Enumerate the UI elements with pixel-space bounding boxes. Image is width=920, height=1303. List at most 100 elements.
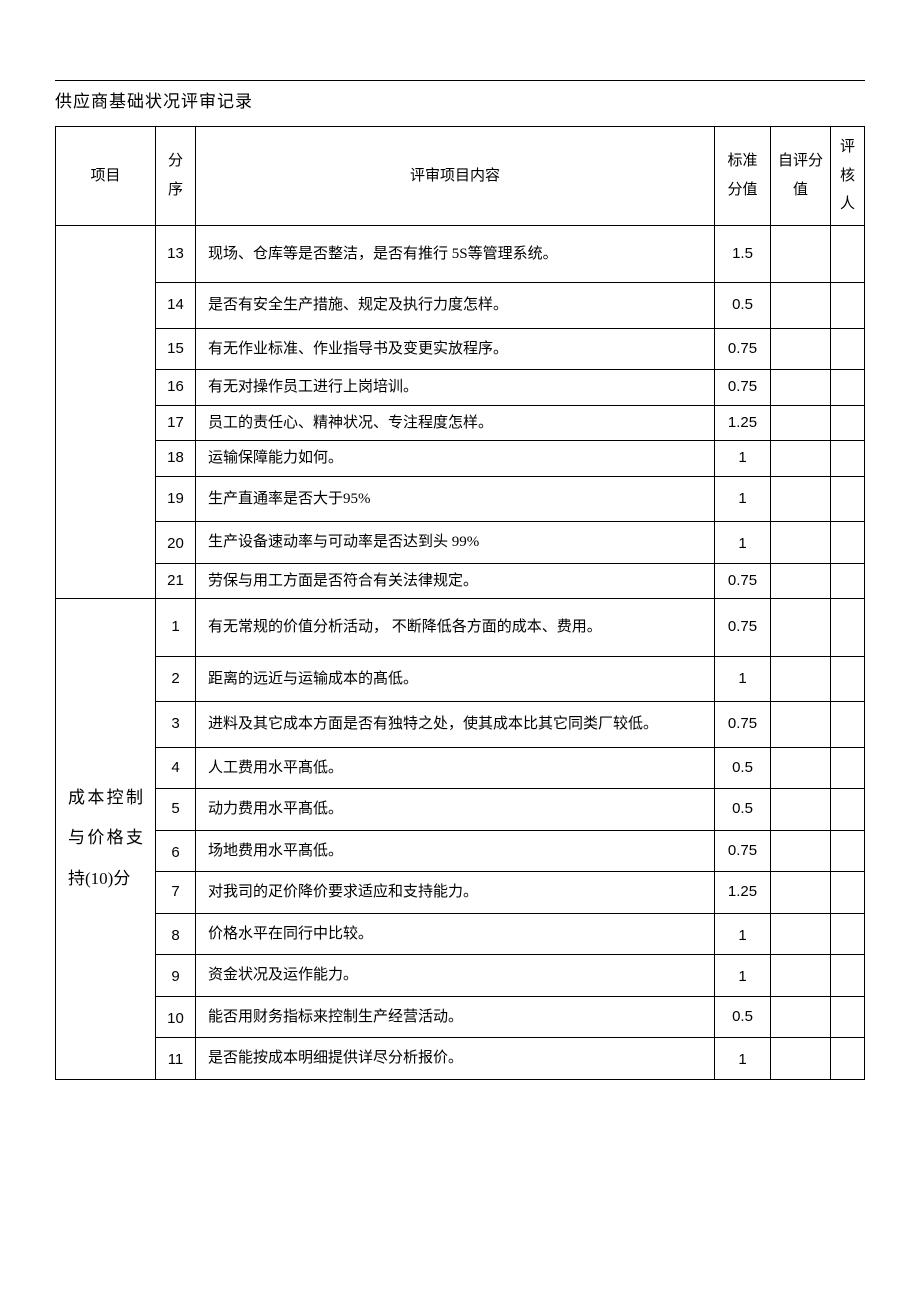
cell-content: 人工费用水平髙低。 bbox=[196, 747, 715, 789]
cell-content: 价格水平在同行中比较。 bbox=[196, 913, 715, 955]
page-title: 供应商基础状况评审记录 bbox=[55, 80, 865, 112]
cell-score: 0.75 bbox=[715, 599, 771, 657]
cell-self bbox=[771, 1038, 831, 1080]
table-row: 9 资金状况及运作能力。 1 bbox=[56, 955, 865, 997]
cell-seq: 13 bbox=[156, 225, 196, 283]
table-row: 18 运输保障能力如何。 1 bbox=[56, 441, 865, 477]
cell-seq: 20 bbox=[156, 522, 196, 564]
cell-self bbox=[771, 702, 831, 748]
cell-self bbox=[771, 405, 831, 441]
cell-reviewer bbox=[831, 656, 865, 702]
header-score: 标准分值 bbox=[715, 127, 771, 226]
header-project: 项目 bbox=[56, 127, 156, 226]
cell-score: 1.5 bbox=[715, 225, 771, 283]
cell-seq: 9 bbox=[156, 955, 196, 997]
cell-self bbox=[771, 441, 831, 477]
cell-score: 0.75 bbox=[715, 563, 771, 599]
table-row: 19 生产直通率是否大于95% 1 bbox=[56, 476, 865, 522]
cell-score: 0.75 bbox=[715, 370, 771, 406]
cell-score: 0.75 bbox=[715, 702, 771, 748]
cell-reviewer bbox=[831, 283, 865, 329]
cell-self bbox=[771, 913, 831, 955]
cell-content: 资金状况及运作能力。 bbox=[196, 955, 715, 997]
cell-self bbox=[771, 955, 831, 997]
table-row: 21 劳保与用工方面是否符合有关法律规定。 0.75 bbox=[56, 563, 865, 599]
cell-seq: 2 bbox=[156, 656, 196, 702]
cell-self bbox=[771, 830, 831, 872]
cell-content: 有无对操作员工进行上岗培训。 bbox=[196, 370, 715, 406]
cell-self bbox=[771, 476, 831, 522]
cell-reviewer bbox=[831, 955, 865, 997]
cell-reviewer bbox=[831, 913, 865, 955]
cell-self bbox=[771, 789, 831, 831]
cell-score: 1 bbox=[715, 441, 771, 477]
cell-content: 距离的远近与运输成本的髙低。 bbox=[196, 656, 715, 702]
cell-content: 生产设备速动率与可动率是否达到头 99% bbox=[196, 522, 715, 564]
cell-self bbox=[771, 872, 831, 914]
cell-seq: 15 bbox=[156, 328, 196, 370]
cell-reviewer bbox=[831, 563, 865, 599]
cell-content: 劳保与用工方面是否符合有关法律规定。 bbox=[196, 563, 715, 599]
cell-seq: 11 bbox=[156, 1038, 196, 1080]
cell-score: 0.5 bbox=[715, 996, 771, 1038]
table-row: 13 现场、仓库等是否整洁，是否有推行 5S等管理系统。 1.5 bbox=[56, 225, 865, 283]
table-row: 17 员工的责任心、精神状况、专注程度怎样。 1.25 bbox=[56, 405, 865, 441]
cell-seq: 7 bbox=[156, 872, 196, 914]
cell-self bbox=[771, 522, 831, 564]
cell-score: 1.25 bbox=[715, 872, 771, 914]
cell-seq: 6 bbox=[156, 830, 196, 872]
cell-content: 进料及其它成本方面是否有独特之处，使其成本比其它同类厂较低。 bbox=[196, 702, 715, 748]
cell-content: 动力费用水平髙低。 bbox=[196, 789, 715, 831]
header-self: 自评分值 bbox=[771, 127, 831, 226]
cell-score: 1 bbox=[715, 913, 771, 955]
cell-seq: 16 bbox=[156, 370, 196, 406]
table-row: 7 对我司的疋价降价要求适应和支持能力。 1.25 bbox=[56, 872, 865, 914]
cell-score: 0.5 bbox=[715, 789, 771, 831]
cell-self bbox=[771, 328, 831, 370]
table-row: 20 生产设备速动率与可动率是否达到头 99% 1 bbox=[56, 522, 865, 564]
cell-seq: 21 bbox=[156, 563, 196, 599]
table-row: 10 能否用财务指标来控制生产经营活动。 0.5 bbox=[56, 996, 865, 1038]
table-row: 8 价格水平在同行中比较。 1 bbox=[56, 913, 865, 955]
cell-seq: 10 bbox=[156, 996, 196, 1038]
cell-self bbox=[771, 599, 831, 657]
table-row: 4 人工费用水平髙低。 0.5 bbox=[56, 747, 865, 789]
header-row: 项目 分序 评审项目内容 标准分值 自评分值 评核人 bbox=[56, 127, 865, 226]
cell-reviewer bbox=[831, 1038, 865, 1080]
cell-seq: 14 bbox=[156, 283, 196, 329]
cell-seq: 5 bbox=[156, 789, 196, 831]
cell-score: 1 bbox=[715, 955, 771, 997]
cell-self bbox=[771, 225, 831, 283]
evaluation-table: 项目 分序 评审项目内容 标准分值 自评分值 评核人 13 现场、仓库等是否整洁… bbox=[55, 126, 865, 1080]
cell-self bbox=[771, 656, 831, 702]
table-row: 11 是否能按成本明细提供详尽分析报价。 1 bbox=[56, 1038, 865, 1080]
cell-content: 有无作业标准、作业指导书及变更实放程序。 bbox=[196, 328, 715, 370]
table-row: 3 进料及其它成本方面是否有独特之处，使其成本比其它同类厂较低。 0.75 bbox=[56, 702, 865, 748]
table-row: 2 距离的远近与运输成本的髙低。 1 bbox=[56, 656, 865, 702]
cell-seq: 17 bbox=[156, 405, 196, 441]
cell-content: 是否能按成本明细提供详尽分析报价。 bbox=[196, 1038, 715, 1080]
cell-self bbox=[771, 283, 831, 329]
cell-reviewer bbox=[831, 702, 865, 748]
cell-reviewer bbox=[831, 599, 865, 657]
cell-seq: 19 bbox=[156, 476, 196, 522]
cell-content: 员工的责任心、精神状况、专注程度怎样。 bbox=[196, 405, 715, 441]
cell-content: 对我司的疋价降价要求适应和支持能力。 bbox=[196, 872, 715, 914]
cell-score: 1.25 bbox=[715, 405, 771, 441]
cell-content: 运输保障能力如何。 bbox=[196, 441, 715, 477]
cell-self bbox=[771, 370, 831, 406]
header-reviewer: 评核人 bbox=[831, 127, 865, 226]
cell-seq: 18 bbox=[156, 441, 196, 477]
cell-reviewer bbox=[831, 476, 865, 522]
cell-self bbox=[771, 747, 831, 789]
header-content: 评审项目内容 bbox=[196, 127, 715, 226]
section1-project bbox=[56, 225, 156, 599]
header-seq: 分序 bbox=[156, 127, 196, 226]
cell-seq: 1 bbox=[156, 599, 196, 657]
table-row: 6 场地费用水平髙低。 0.75 bbox=[56, 830, 865, 872]
cell-seq: 8 bbox=[156, 913, 196, 955]
cell-content: 是否有安全生产措施、规定及执行力度怎样。 bbox=[196, 283, 715, 329]
cell-seq: 4 bbox=[156, 747, 196, 789]
cell-reviewer bbox=[831, 872, 865, 914]
cell-score: 1 bbox=[715, 476, 771, 522]
